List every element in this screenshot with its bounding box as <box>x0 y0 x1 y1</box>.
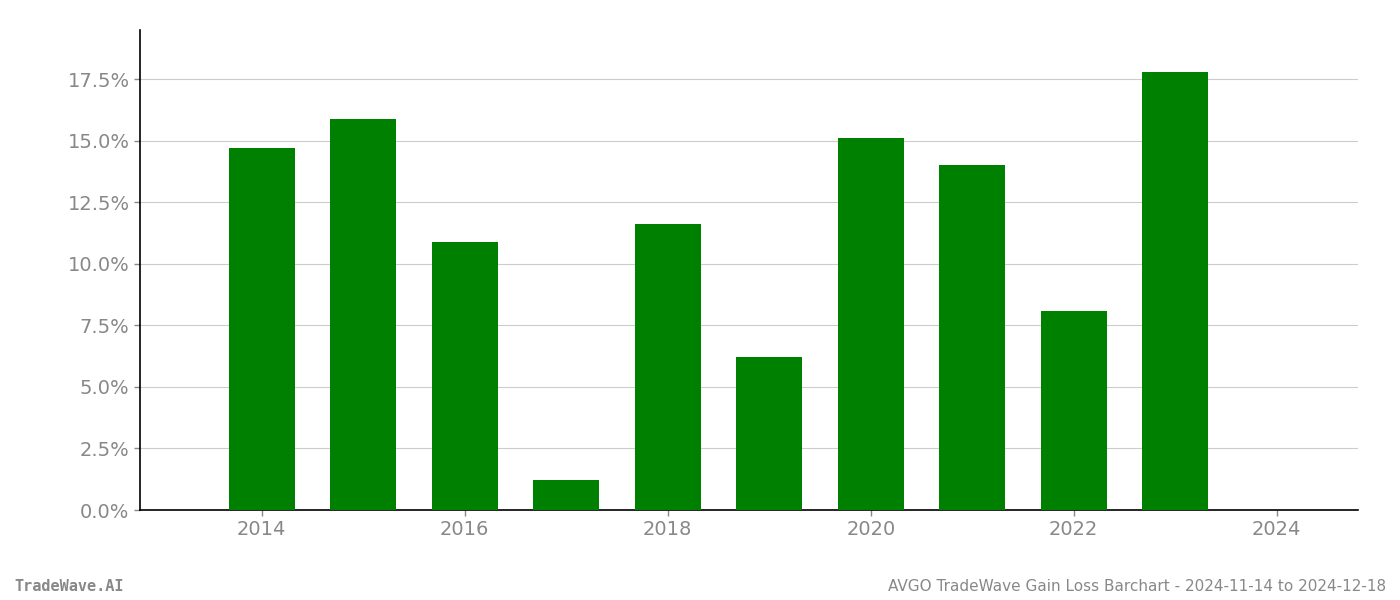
Text: AVGO TradeWave Gain Loss Barchart - 2024-11-14 to 2024-12-18: AVGO TradeWave Gain Loss Barchart - 2024… <box>888 579 1386 594</box>
Bar <box>533 481 599 510</box>
Bar <box>634 224 701 510</box>
Text: TradeWave.AI: TradeWave.AI <box>14 579 123 594</box>
Bar <box>837 139 904 510</box>
Bar <box>330 119 396 510</box>
Bar <box>1040 311 1107 510</box>
Bar <box>431 242 498 510</box>
Bar <box>736 358 802 510</box>
Bar <box>939 166 1005 510</box>
Bar <box>1142 72 1208 510</box>
Bar <box>228 148 295 510</box>
